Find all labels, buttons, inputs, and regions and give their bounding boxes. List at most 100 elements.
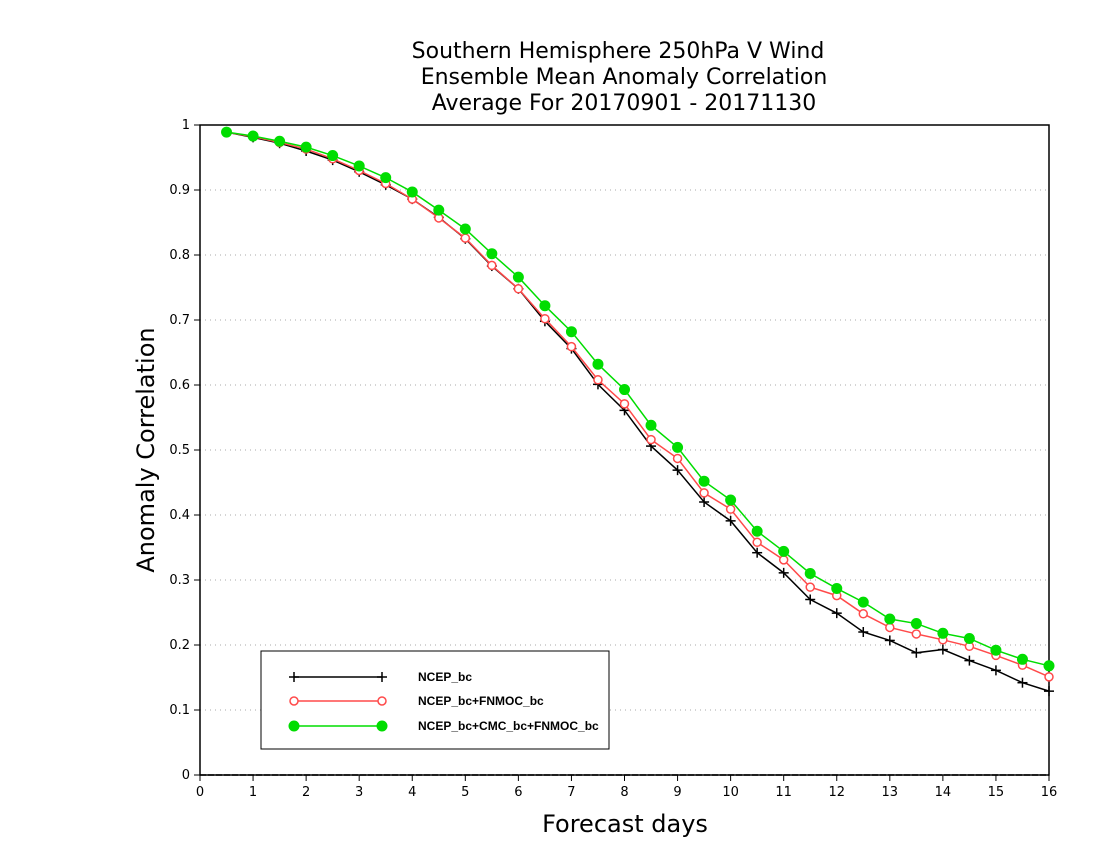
y-tick-label: 0.6 — [169, 378, 190, 393]
y-tick-label: 1 — [182, 118, 190, 133]
x-tick-label: 5 — [461, 785, 469, 800]
legend-marker — [289, 672, 299, 682]
legend: NCEP_bc NCEP_bc+FNMOC_bc NCEP_bc+CMC_bc+FN… — [260, 650, 610, 750]
data-point — [645, 419, 657, 431]
legend-label: NCEP_bc+FNMOC_bc — [418, 694, 544, 708]
x-tick-label: 11 — [775, 785, 792, 800]
data-point — [725, 494, 737, 506]
data-point — [699, 488, 709, 498]
y-axis-label: Anomaly Correlation — [132, 327, 160, 572]
legend-marker — [377, 696, 387, 706]
x-tick-label: 2 — [302, 785, 310, 800]
x-tick-label: 0 — [196, 785, 204, 800]
legend-item: NCEP_bc+FNMOC_bc — [289, 694, 544, 708]
data-point — [459, 223, 471, 235]
data-point — [885, 622, 895, 633]
series-1 — [221, 127, 1054, 697]
data-point — [619, 399, 630, 409]
data-point — [964, 655, 975, 666]
data-point — [274, 135, 286, 147]
y-tick-label: 0.5 — [169, 443, 190, 458]
data-point — [619, 384, 630, 396]
x-tick-label: 8 — [620, 785, 628, 800]
data-point — [566, 341, 577, 352]
data-point — [486, 248, 498, 260]
data-point — [672, 465, 683, 476]
grid-lines — [200, 189, 1049, 711]
data-point — [778, 567, 789, 578]
x-tick-label: 9 — [673, 785, 681, 800]
data-point — [540, 313, 550, 324]
data-point — [565, 326, 577, 338]
data-point — [725, 504, 736, 514]
data-point — [699, 497, 710, 507]
legend-item: NCEP_bc+CMC_bc+FNMOC_bc — [288, 719, 599, 733]
data-point — [884, 613, 896, 625]
data-point — [911, 647, 922, 658]
data-point — [804, 568, 816, 579]
x-tick-label: 16 — [1041, 785, 1058, 800]
data-point — [513, 284, 524, 294]
data-point — [353, 160, 365, 172]
legend-label: NCEP_bc+CMC_bc+FNMOC_bc — [418, 719, 599, 733]
data-point — [380, 172, 392, 184]
data-point — [672, 441, 684, 453]
legend-item: NCEP_bc — [289, 670, 472, 684]
chart-title-line-1: Southern Hemisphere 250hPa V Wind — [412, 39, 825, 64]
data-point — [910, 618, 922, 630]
series-line — [226, 131, 1050, 692]
data-point — [1016, 653, 1028, 665]
series-3 — [221, 126, 1055, 672]
data-point — [805, 582, 815, 592]
data-point — [990, 644, 1002, 656]
data-point — [646, 434, 656, 445]
x-tick-label: 13 — [882, 785, 899, 800]
data-point — [937, 644, 948, 655]
chart-title-line-3: Average For 20170901 - 20171130 — [432, 91, 817, 116]
data-point — [884, 635, 895, 646]
y-tick-label: 0.4 — [169, 508, 190, 523]
series-2 — [221, 127, 1054, 682]
data-point — [831, 608, 842, 619]
data-point — [937, 627, 949, 639]
data-point — [858, 627, 869, 637]
data-point — [593, 375, 603, 385]
y-tick-label: 0 — [182, 768, 190, 783]
data-point — [539, 300, 551, 312]
data-point — [1044, 686, 1054, 697]
data-point — [911, 629, 922, 639]
y-tick-label: 0.8 — [169, 248, 190, 263]
data-point — [805, 594, 816, 605]
x-tick-label: 3 — [355, 785, 363, 800]
x-axis-label: Forecast days — [542, 810, 708, 838]
y-tick-label: 0.7 — [169, 313, 190, 328]
legend-marker — [288, 720, 300, 732]
x-tick-label: 12 — [828, 785, 845, 800]
data-point — [327, 150, 339, 162]
data-point — [1044, 672, 1054, 682]
legend-marker — [289, 696, 299, 706]
data-point — [990, 665, 1001, 676]
series-line — [226, 131, 1050, 678]
data-point — [858, 609, 869, 619]
x-tick-label: 6 — [514, 785, 522, 800]
data-point — [725, 515, 736, 526]
data-point — [698, 475, 710, 487]
y-tick-label: 0.9 — [169, 183, 190, 198]
data-point — [1043, 660, 1055, 672]
data-point — [778, 545, 790, 557]
chart-title: Southern Hemisphere 250hPa V Wind Ensemb… — [412, 39, 828, 116]
y-tick-label: 0.3 — [169, 573, 190, 588]
data-point — [406, 186, 418, 198]
data-point — [433, 204, 445, 216]
series-line — [226, 131, 1050, 667]
data-point — [752, 537, 762, 548]
data-point — [247, 130, 259, 142]
data-point — [831, 582, 843, 594]
data-point — [857, 596, 869, 608]
x-tick-label: 14 — [935, 785, 952, 800]
data-point — [751, 525, 763, 537]
data-point — [963, 633, 975, 644]
series-layer — [221, 126, 1055, 697]
